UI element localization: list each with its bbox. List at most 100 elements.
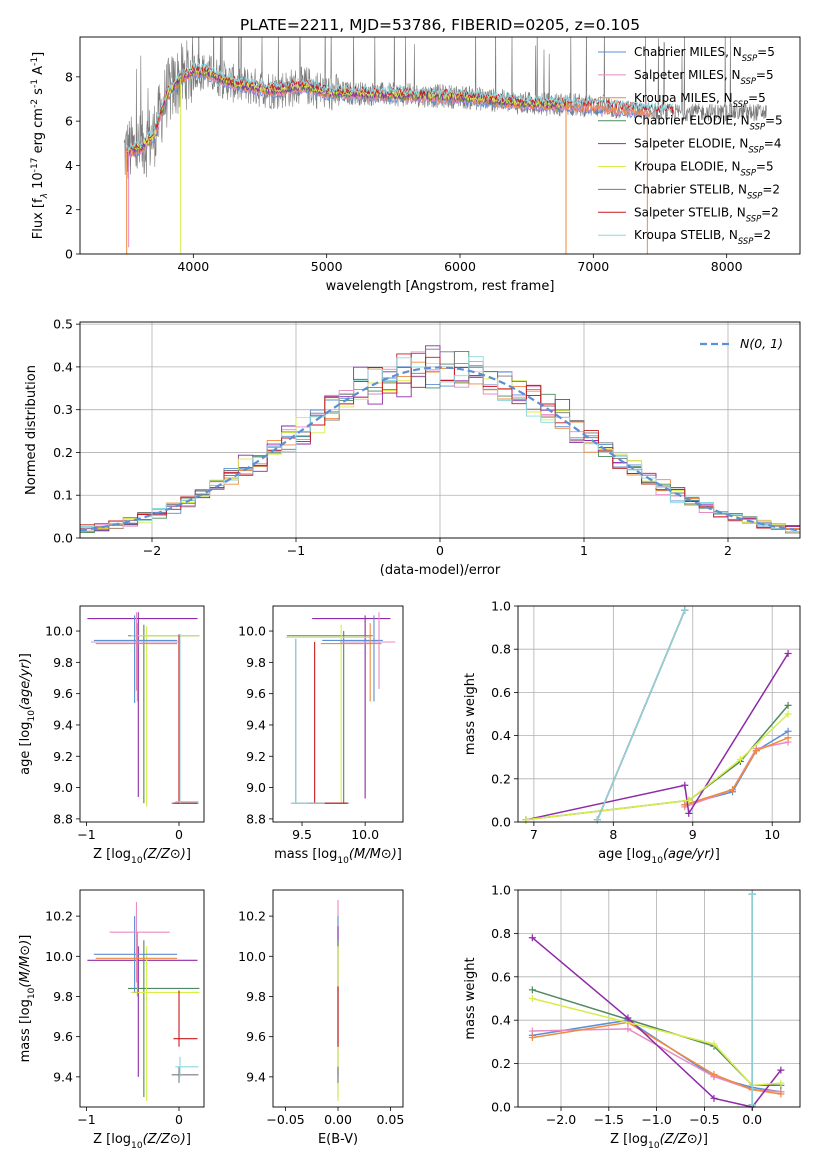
weight-marker-salpeter-elodie [685, 809, 693, 817]
x-tick-label: 0.05 [376, 1112, 404, 1127]
y-tick-label: 0.0 [53, 531, 73, 546]
x-tick-label: −2 [143, 543, 161, 558]
weight-line-kroupa-elodie [525, 713, 789, 821]
weight-marker-salpeter-elodie [710, 1094, 718, 1102]
y-tick-label: 9.8 [53, 989, 73, 1004]
y-tick-label: 9.8 [246, 655, 266, 670]
weight-marker-kroupa-miles [784, 734, 792, 742]
x-tick-label: 0 [436, 543, 444, 558]
x-tick-label: 10.0 [351, 827, 379, 842]
y-axis-label: Flux [fλ 10-17 erg cm-2 s-1 A-1] [30, 52, 50, 239]
x-tick-label: 2 [724, 543, 732, 558]
legend-label-chabrier-stelib: Chabrier STELIB, NSSP=2 [634, 182, 780, 200]
x-tick-label: −0.5 [689, 1112, 719, 1127]
x-axis-label: wavelength [Angstrom, rest frame] [326, 279, 555, 294]
weight-marker-kroupa-elodie [710, 1040, 718, 1048]
weight-marker-chabrier-elodie [528, 986, 536, 994]
y-tick-label: 10.0 [238, 949, 266, 964]
weight-line-salpeter-miles [684, 741, 789, 808]
y-tick-label: 10.0 [45, 624, 73, 639]
y-tick-label: 0.6 [491, 969, 511, 984]
y-axis-label: mass [log10(M/M⊙)] [18, 935, 37, 1063]
weight-marker-salpeter-elodie [784, 650, 792, 658]
x-axis-label: Z [log10(Z/Z⊙)] [93, 847, 191, 866]
x-tick-label: 6000 [444, 259, 476, 274]
mass-vs-metallicity-panel: −1 0 9.4 9.6 9.8 10.0 10.2 Z [log10(Z/Z⊙)] mass … [18, 889, 205, 1151]
y-axis-label: age [log10(age/yr)] [18, 653, 37, 775]
y-tick-label: 1.0 [491, 883, 511, 898]
x-axis-label: mass [log10(M/M⊙)] [274, 847, 402, 866]
age-vs-mass-panel: 9.5 10.0 8.8 9.0 9.2 9.4 9.6 9.8 10.0 mass [log10… [238, 605, 404, 866]
x-tick-label: −1 [77, 1112, 95, 1127]
legend-label-salpeter-miles: Salpeter MILES, NSSP=5 [634, 68, 774, 86]
legend-label-kroupa-miles: Kroupa MILES, NSSP=5 [634, 91, 766, 109]
y-tick-label: 0.5 [53, 317, 73, 332]
weight-marker-chabrier-elodie [784, 701, 792, 709]
x-tick-label: 0.0 [742, 1112, 762, 1127]
weight-line-kroupa-miles [684, 737, 789, 806]
y-tick-label: 9.6 [246, 686, 266, 701]
weight-marker-kroupa-stelib [681, 606, 689, 614]
model-spectrum-salpeter-elodie [126, 66, 567, 156]
x-tick-label: 7 [530, 827, 538, 842]
gaussian-curve [80, 366, 800, 532]
legend-label-gaussian: N(0, 1) [740, 336, 783, 351]
y-tick-label: 8.8 [246, 811, 266, 826]
mass-weight-vs-age-panel: 7 8 9 10 0.0 0.2 0.4 0.6 0.8 1.0 age [log10(age/yr… [463, 599, 801, 866]
legend-label-salpeter-elodie: Salpeter ELODIE, NSSP=4 [634, 137, 782, 155]
x-tick-label: −0.05 [266, 1112, 304, 1127]
y-tick-label: 9.8 [246, 989, 266, 1004]
x-tick-label: 0.00 [324, 1112, 352, 1127]
x-tick-label: 10 [764, 827, 780, 842]
y-tick-label: 0.0 [491, 1100, 511, 1115]
y-tick-label: 0.6 [491, 685, 511, 700]
x-tick-label: −2.0 [546, 1112, 576, 1127]
y-tick-label: 8.8 [53, 811, 73, 826]
y-tick-label: 8 [65, 69, 73, 84]
x-tick-label: −1 [77, 827, 95, 842]
y-tick-label: 9.6 [246, 1029, 266, 1044]
weight-marker-kroupa-miles [710, 1070, 718, 1078]
y-tick-label: 0.2 [491, 771, 511, 786]
x-axis-label: Z [log10(Z/Z⊙)] [610, 1132, 708, 1151]
x-tick-label: 0 [175, 827, 183, 842]
weight-marker-salpeter-elodie [777, 1066, 785, 1074]
y-tick-label: 0.4 [491, 728, 511, 743]
x-tick-label: 4000 [177, 259, 209, 274]
plot-frame [79, 889, 205, 1108]
weight-marker-kroupa-miles [528, 1034, 536, 1042]
errorbars [87, 902, 200, 1101]
x-tick-label: 8000 [711, 259, 743, 274]
mass-vs-ebv-panel: −0.05 0.00 0.05 9.4 9.6 9.8 10.0 10.2 E(B-V) [238, 889, 404, 1147]
model-spectrum-kroupa-elodie [126, 65, 568, 153]
y-tick-label: 10.0 [238, 624, 266, 639]
y-tick-label: 10.0 [45, 949, 73, 964]
weight-marker-kroupa-miles [777, 1090, 785, 1098]
weight-marker-kroupa-elodie [777, 1079, 785, 1087]
x-tick-label: −1.0 [641, 1112, 671, 1127]
x-axis-label: (data-model)/error [380, 563, 501, 578]
y-tick-label: 1.0 [491, 599, 511, 614]
weight-line-kroupa-elodie [532, 997, 781, 1087]
mass-weight-vs-metallicity-panel: −2.0 −1.5 −1.0 −0.5 0.0 0.0 0.2 0.4 0.6 0.8 1.0 Z [… [463, 883, 801, 1151]
x-tick-label: 1 [580, 543, 588, 558]
errorbars [285, 612, 396, 804]
plot-frame [517, 605, 801, 823]
figure-title: PLATE=2211, MJD=53786, FIBERID=0205, z=0… [240, 16, 640, 34]
x-axis-label: age [log10(age/yr)] [598, 847, 720, 866]
y-tick-label: 0.8 [491, 926, 511, 941]
y-axis-label: mass weight [463, 673, 478, 755]
plot-frame [517, 889, 801, 1108]
x-tick-label: 8 [609, 827, 617, 842]
y-tick-label: 6 [65, 114, 73, 129]
y-tick-label: 9.8 [53, 655, 73, 670]
errorbars [87, 612, 200, 807]
y-tick-label: 9.0 [246, 780, 266, 795]
legend-label-chabrier-elodie: Chabrier ELODIE, NSSP=5 [634, 114, 783, 132]
y-tick-label: 0.3 [53, 402, 73, 417]
plot-frame [79, 36, 801, 255]
legend-label-kroupa-stelib: Kroupa STELIB, NSSP=2 [634, 228, 771, 246]
weight-marker-chabrier-miles [784, 727, 792, 735]
y-tick-label: 9.0 [53, 780, 73, 795]
